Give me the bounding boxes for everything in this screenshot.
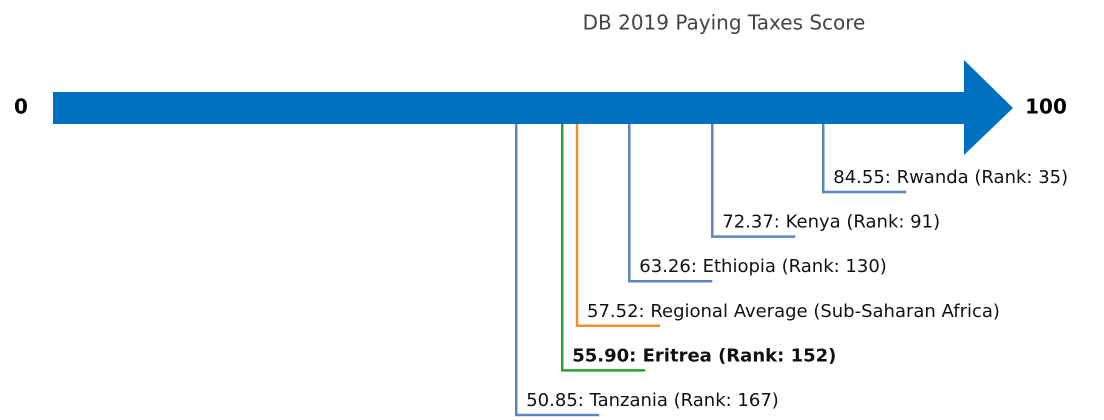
x-tick-label: 0 — [14, 95, 28, 119]
marker-line — [575, 124, 661, 328]
marker-line — [560, 124, 646, 372]
value-label: 84.55: Rwanda (Rank: 35) — [833, 167, 1068, 188]
chart-title: DB 2019 Paying Taxes Score — [583, 11, 866, 35]
marker-line — [711, 124, 796, 238]
axis-arrow-shaft — [53, 92, 964, 124]
x-tick-label: 100 — [1025, 95, 1067, 119]
marker-line — [822, 124, 907, 194]
marker-line — [514, 124, 600, 417]
marker-line — [628, 124, 713, 283]
value-label: 50.85: Tanzania (Rank: 167) — [526, 390, 779, 411]
value-label: 72.37: Kenya (Rank: 91) — [722, 212, 940, 233]
value-label: 55.90: Eritrea (Rank: 152) — [572, 345, 836, 366]
value-label: 63.26: Ethiopia (Rank: 130) — [639, 256, 887, 277]
value-label: 57.52: Regional Average (Sub-Saharan Afr… — [587, 301, 1000, 322]
axis-arrow-head — [964, 60, 1013, 155]
